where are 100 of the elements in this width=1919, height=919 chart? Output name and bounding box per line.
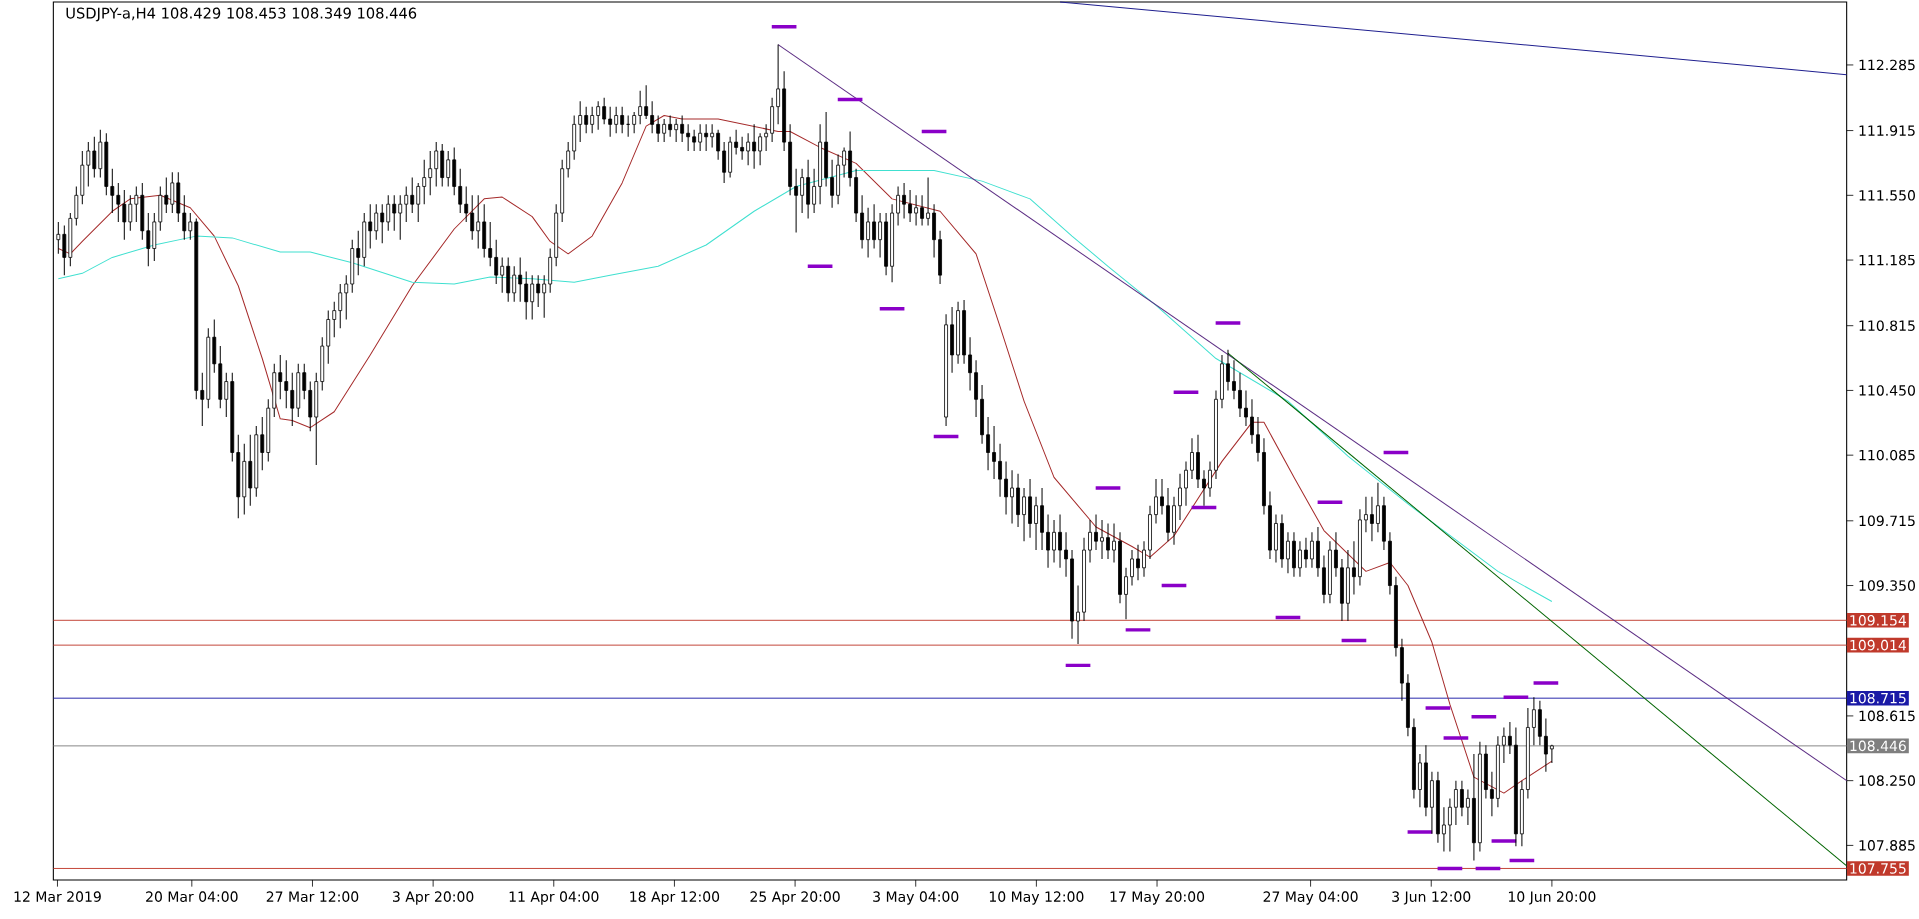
y-tick-label: 110.085 (1859, 449, 1915, 461)
candlestick (566, 141, 571, 179)
x-tick-label: 17 May 20:00 (1110, 891, 1205, 905)
x-tick-label: 3 Apr 20:00 (393, 891, 474, 905)
candlestick (698, 123, 703, 152)
candlestick (734, 129, 739, 156)
x-tick-label: 10 Jun 20:00 (1508, 891, 1596, 905)
candlestick (1010, 469, 1014, 524)
candlestick (188, 212, 193, 241)
candlestick (842, 146, 846, 179)
candlestick (692, 129, 697, 152)
candlestick (182, 194, 187, 241)
candlestick (1058, 514, 1062, 569)
candlestick (590, 106, 595, 134)
candlestick (500, 256, 505, 294)
candlestick (1088, 519, 1092, 563)
candlestick (740, 136, 745, 161)
candlestick (1106, 522, 1110, 560)
candlestick (1244, 389, 1248, 427)
candlestick (422, 159, 427, 205)
ref-line-label: 108.446 (1850, 740, 1906, 752)
x-tick-label: 27 May 04:00 (1263, 891, 1358, 905)
candlestick (1250, 398, 1254, 445)
candlestick (1034, 496, 1038, 551)
candlestick (752, 123, 757, 170)
candlestick (1466, 789, 1470, 826)
candlestick (338, 283, 343, 329)
candlestick (284, 359, 289, 409)
candlestick (116, 182, 121, 223)
candlestick (494, 239, 499, 285)
candlestick (710, 123, 715, 148)
candlestick (542, 274, 547, 319)
candlestick (812, 168, 817, 214)
candlestick (470, 194, 475, 241)
candlestick (146, 212, 151, 267)
candlestick (722, 141, 727, 184)
candlestick (614, 106, 619, 134)
candlestick (620, 106, 625, 134)
candlestick (1256, 416, 1260, 462)
candlestick (1076, 585, 1080, 645)
candlestick (386, 194, 391, 232)
y-tick-label: 109.715 (1859, 515, 1915, 527)
candlestick (926, 177, 930, 226)
candlestick (1190, 437, 1194, 480)
candlestick (638, 90, 643, 125)
candlestick (290, 372, 295, 427)
candlestick (1286, 531, 1290, 574)
candlestick (368, 203, 373, 250)
ref-line-label: 109.014 (1850, 639, 1907, 651)
chart-title: USDJPY-a,H4 108.429 108.453 108.349 108.446 (66, 7, 417, 22)
y-tick-label: 111.185 (1859, 254, 1915, 266)
candlestick (866, 207, 870, 258)
candlestick (1508, 721, 1512, 755)
candlestick (260, 416, 265, 471)
candlestick (800, 168, 805, 214)
candlestick (332, 301, 337, 338)
candlestick (1352, 540, 1356, 595)
candlestick (1052, 519, 1056, 563)
candlestick (776, 44, 781, 125)
candlestick (872, 203, 876, 250)
candlestick (1490, 771, 1494, 817)
candlestick (1448, 797, 1452, 853)
candlestick (1226, 349, 1230, 391)
candlestick (56, 221, 61, 255)
x-tick-label: 3 May 04:00 (873, 891, 959, 905)
ref-line-label: 108.715 (1850, 692, 1906, 704)
candlestick (680, 115, 685, 143)
candlestick (830, 159, 835, 209)
candlestick (86, 141, 91, 187)
candlestick (1136, 544, 1140, 581)
candlestick (764, 123, 769, 152)
candlestick (1124, 567, 1128, 620)
candlestick (530, 274, 535, 320)
candlestick (656, 115, 661, 143)
candlestick (476, 194, 481, 250)
candlestick (1178, 473, 1182, 521)
y-tick-label: 108.615 (1859, 710, 1915, 722)
candlestick (1046, 514, 1050, 569)
candlestick (1454, 780, 1458, 826)
candlestick (1100, 519, 1104, 560)
candlestick (758, 132, 763, 166)
candlestick (380, 203, 385, 244)
candlestick (902, 182, 906, 219)
x-tick-label: 11 Apr 04:00 (509, 891, 599, 905)
candlestick (1004, 460, 1008, 516)
candlestick (998, 443, 1002, 498)
candlestick (410, 177, 415, 214)
candlestick (1543, 718, 1548, 773)
candlestick (1094, 514, 1098, 551)
candlestick (746, 132, 751, 166)
candlestick (74, 185, 79, 226)
candlestick (992, 425, 996, 480)
candlestick (578, 100, 583, 143)
candlestick (1460, 780, 1464, 817)
candlestick (416, 182, 421, 223)
candlestick (134, 185, 139, 223)
candlestick (1160, 478, 1164, 516)
ref-line-label: 109.154 (1850, 615, 1907, 626)
candlestick (374, 203, 379, 241)
candlestick (110, 168, 115, 214)
